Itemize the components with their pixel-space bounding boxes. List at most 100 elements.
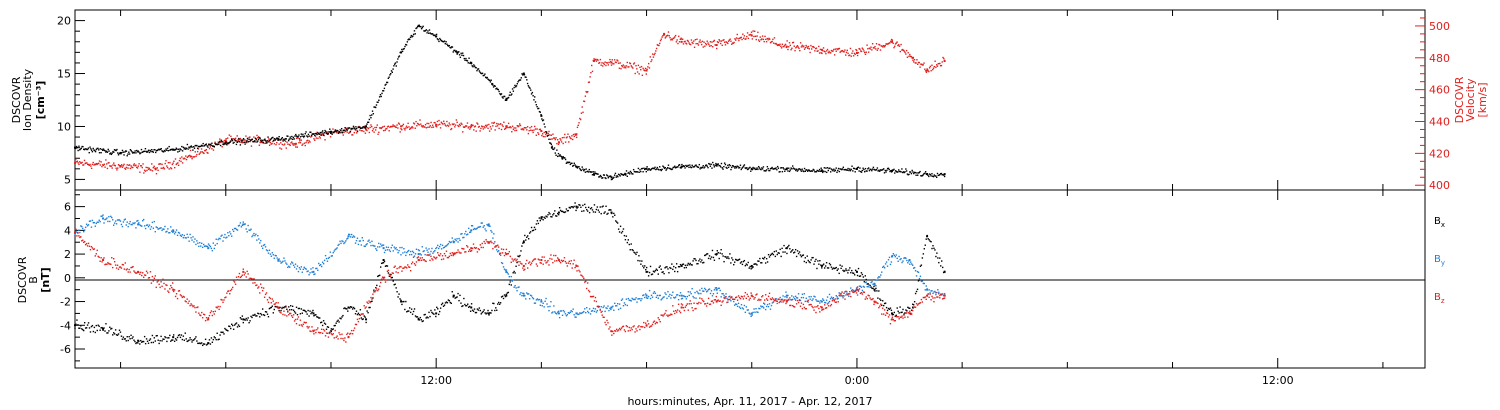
velocity-point — [155, 172, 158, 175]
velocity-point — [633, 62, 636, 64]
ion-density-point — [260, 139, 262, 141]
ion-density-point — [531, 91, 534, 94]
ion-density-point — [219, 144, 222, 147]
bx-point — [896, 307, 898, 309]
ion-density-point — [360, 127, 363, 129]
bx-point — [824, 265, 827, 267]
bx-point — [172, 336, 175, 339]
ion-density-point — [104, 150, 106, 152]
bz-point — [438, 255, 441, 257]
ion-density-point — [549, 142, 552, 144]
bz-point — [277, 302, 279, 304]
velocity-point — [606, 62, 608, 64]
velocity-point — [787, 48, 789, 51]
ion-density-point — [587, 171, 590, 173]
bx-point — [904, 312, 906, 314]
ion-density-point — [847, 167, 849, 170]
bz-point — [655, 321, 658, 323]
bx-point — [540, 217, 543, 220]
ion-density-point — [527, 85, 530, 87]
ion-density-point — [511, 88, 514, 90]
bz-point — [715, 295, 718, 298]
ion-density-point — [775, 167, 777, 169]
velocity-point — [492, 122, 495, 124]
by-point — [844, 291, 846, 293]
bx-point — [849, 267, 851, 269]
velocity-point — [306, 139, 309, 142]
ion-density-point — [408, 38, 410, 40]
ion-density-point — [560, 155, 562, 157]
ion-density-point — [249, 139, 252, 141]
ion-density-point — [750, 168, 753, 170]
bx-point — [852, 272, 855, 275]
bx-point — [538, 217, 541, 219]
ion-density-point — [510, 94, 512, 96]
bz-point — [471, 247, 474, 250]
by-point — [823, 301, 826, 304]
velocity-point — [303, 142, 306, 144]
ion-density-point — [272, 136, 274, 139]
ion-density-point — [583, 168, 586, 171]
bz-point — [449, 252, 452, 255]
bx-point — [368, 306, 370, 309]
by-point — [281, 261, 283, 263]
by-point — [165, 231, 167, 233]
velocity-point — [935, 66, 937, 68]
velocity-point — [860, 50, 863, 53]
ion-density-point — [306, 135, 308, 137]
by-point — [101, 215, 103, 217]
bx-point — [792, 249, 794, 251]
ion-density-point — [272, 139, 275, 142]
ion-density-point — [746, 168, 749, 171]
bx-point — [516, 261, 518, 264]
velocity-point — [739, 37, 742, 39]
velocity-point — [241, 139, 243, 141]
ion-density-point — [324, 129, 326, 132]
ion-density-point — [853, 167, 856, 170]
ion-density-point — [133, 152, 136, 154]
bz-point — [319, 332, 321, 334]
by-point — [505, 270, 508, 273]
bz-point — [404, 266, 406, 268]
bz-point — [291, 316, 294, 318]
ion-density-point — [486, 76, 488, 79]
bx-point — [678, 266, 681, 268]
velocity-point — [269, 141, 272, 144]
velocity-point — [111, 167, 113, 169]
ion-density-point — [83, 148, 85, 150]
bx-point — [775, 250, 777, 252]
by-point — [122, 221, 125, 223]
velocity-point — [90, 167, 93, 170]
bz-point — [608, 328, 610, 330]
velocity-point — [464, 126, 466, 128]
velocity-point — [461, 123, 463, 125]
bz-point — [445, 250, 448, 252]
ion-density-point — [769, 169, 771, 172]
bz-point — [321, 332, 324, 334]
bz-point — [380, 278, 383, 280]
bz-point — [682, 306, 685, 309]
velocity-point — [910, 56, 913, 58]
bx-point — [716, 250, 718, 252]
velocity-point — [683, 41, 685, 43]
ion-density-point — [435, 33, 438, 36]
bx-point — [595, 208, 598, 211]
by-point — [535, 299, 538, 301]
bx-point — [335, 322, 337, 324]
bx-point — [784, 251, 786, 253]
bz-point — [187, 302, 189, 304]
velocity-point — [281, 143, 284, 146]
ion-density-point — [658, 169, 660, 171]
by-point — [766, 303, 769, 306]
bx-point — [330, 328, 333, 330]
by-point — [530, 295, 533, 297]
ion-density-point — [839, 168, 841, 170]
bx-point — [854, 269, 857, 272]
bz-point — [522, 267, 524, 269]
ion-density-point — [287, 139, 290, 142]
ion-density-point — [151, 150, 154, 153]
ion-density-point — [357, 126, 359, 129]
bx-point — [710, 256, 713, 258]
velocity-point — [874, 45, 876, 48]
velocity-point — [617, 60, 619, 62]
